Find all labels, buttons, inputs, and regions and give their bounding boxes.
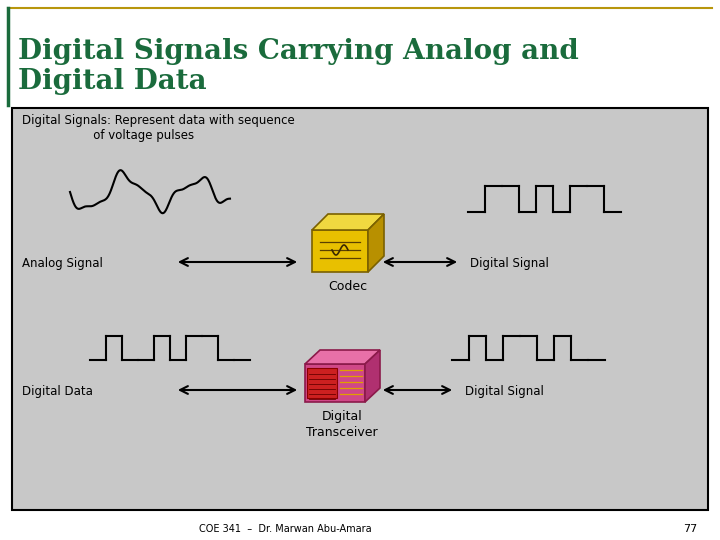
Polygon shape (312, 214, 384, 230)
Polygon shape (305, 350, 380, 364)
Text: Digital Signal: Digital Signal (470, 257, 549, 270)
Bar (12, 108, 708, 510)
Text: Digital Signal: Digital Signal (465, 385, 544, 398)
Polygon shape (365, 350, 380, 402)
Polygon shape (368, 214, 384, 272)
Text: Digital
Transceiver: Digital Transceiver (306, 410, 378, 439)
Text: COE 341  –  Dr. Marwan Abu-Amara: COE 341 – Dr. Marwan Abu-Amara (199, 524, 372, 534)
Text: Codec: Codec (328, 280, 368, 293)
Text: Analog Signal: Analog Signal (22, 257, 103, 270)
Bar (307, 368, 337, 398)
Polygon shape (305, 364, 365, 402)
Text: 77: 77 (683, 524, 697, 534)
Polygon shape (312, 230, 368, 272)
Text: Digital Data: Digital Data (18, 68, 207, 95)
Text: Digital Data: Digital Data (22, 385, 93, 398)
Text: Digital Signals: Represent data with sequence
                   of voltage puls: Digital Signals: Represent data with seq… (22, 114, 294, 142)
Text: Digital Signals Carrying Analog and: Digital Signals Carrying Analog and (18, 38, 579, 65)
